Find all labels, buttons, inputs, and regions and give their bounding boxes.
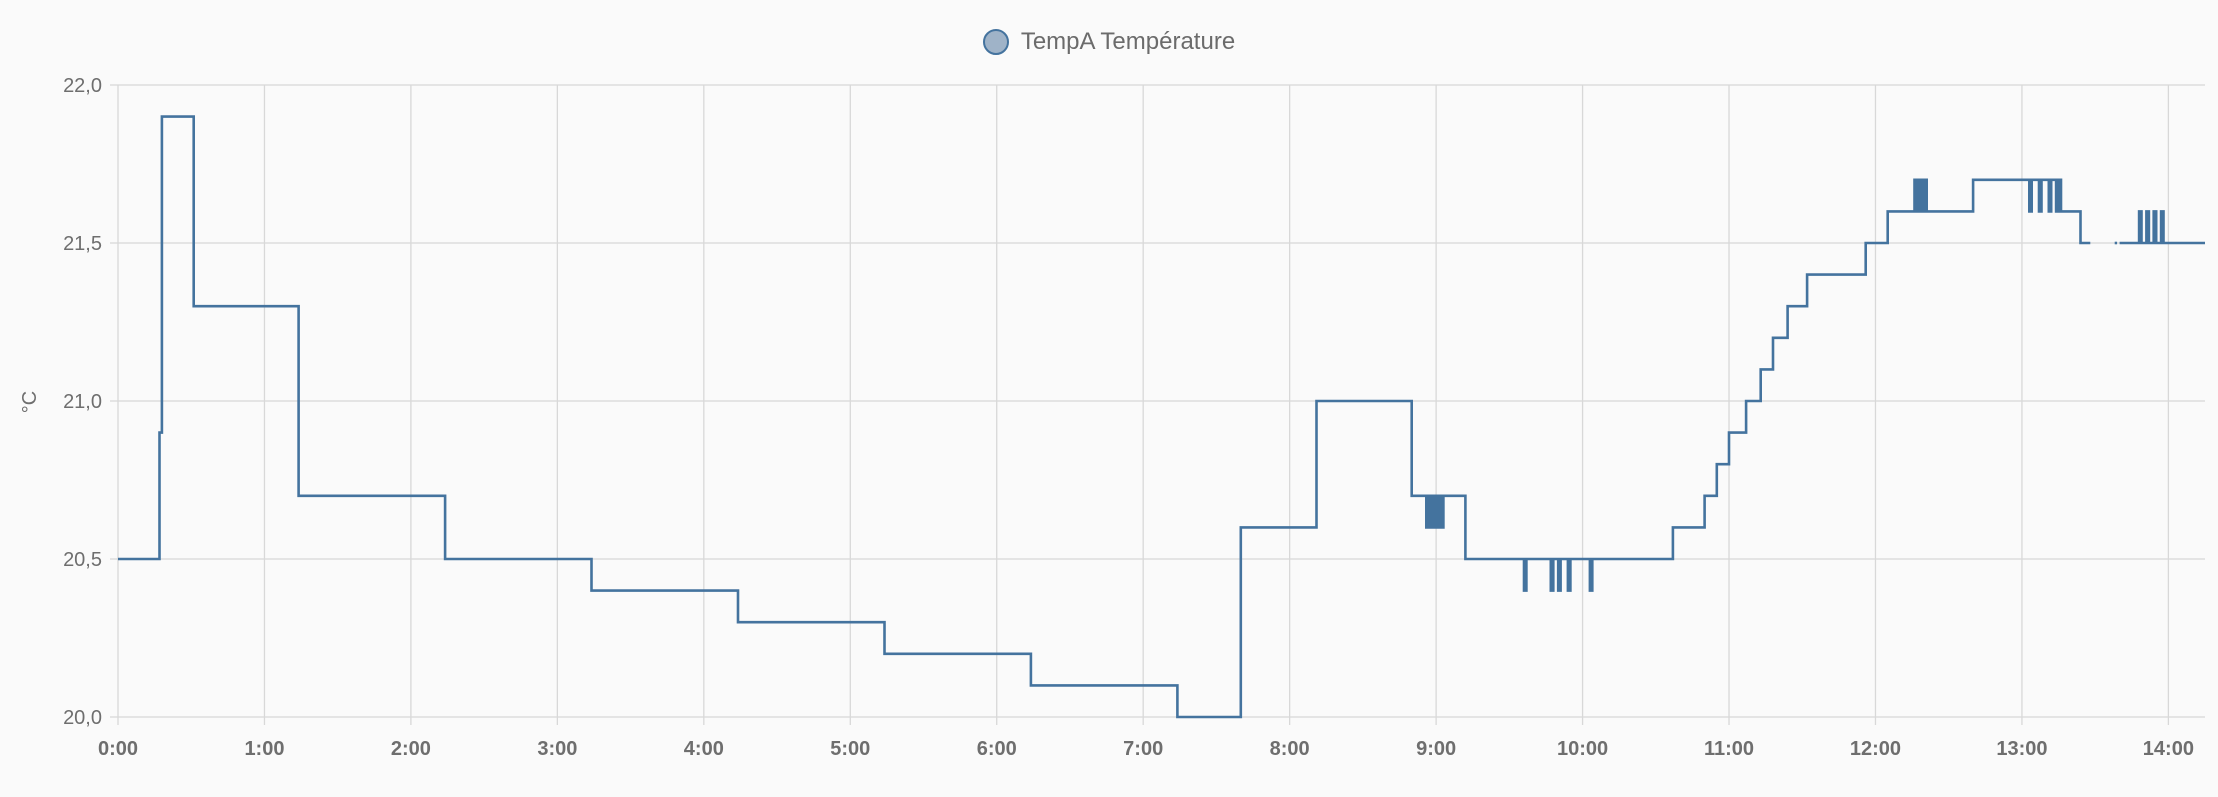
x-tick-label: 1:00	[244, 738, 284, 760]
x-tick-label: 12:00	[1850, 738, 1901, 760]
y-axis: 20,0 20,5 21,0 21,5 22,0	[63, 75, 102, 729]
series	[118, 115, 2205, 719]
series-line[interactable]	[2119, 210, 2205, 245]
x-tick-label: 0:00	[98, 738, 138, 760]
y-tick-label: 21,5	[63, 233, 102, 255]
y-tick-label: 22,0	[63, 75, 102, 97]
x-tick-label: 2:00	[391, 738, 431, 760]
x-tick-label: 9:00	[1416, 738, 1456, 760]
legend-label[interactable]: TempA Température	[1020, 28, 1236, 55]
x-tick-label: 4:00	[684, 738, 724, 760]
x-tick-label: 7:00	[1123, 738, 1163, 760]
x-tick-label: 3:00	[537, 738, 577, 760]
grid	[110, 84, 2205, 725]
legend[interactable]: TempA Température	[0, 28, 2218, 56]
y-axis-title: °C	[19, 391, 41, 413]
y-tick-label: 21,0	[63, 391, 102, 413]
x-axis: 0:00 1:00 2:00 3:00 4:00 5:00 6:00 7:00 8:00 9:00…	[98, 738, 2194, 760]
x-tick-label: 13:00	[1996, 738, 2047, 760]
x-tick-label: 5:00	[830, 738, 870, 760]
y-tick-label: 20,0	[63, 707, 102, 729]
series-line[interactable]	[118, 115, 2091, 719]
x-tick-label: 10:00	[1557, 738, 1608, 760]
legend-swatch[interactable]	[982, 29, 1009, 55]
x-tick-label: 6:00	[977, 738, 1017, 760]
x-tick-label: 8:00	[1270, 738, 1310, 760]
x-tick-label: 14:00	[2143, 738, 2194, 760]
y-tick-label: 20,5	[63, 549, 102, 571]
x-tick-label: 11:00	[1704, 738, 1754, 760]
